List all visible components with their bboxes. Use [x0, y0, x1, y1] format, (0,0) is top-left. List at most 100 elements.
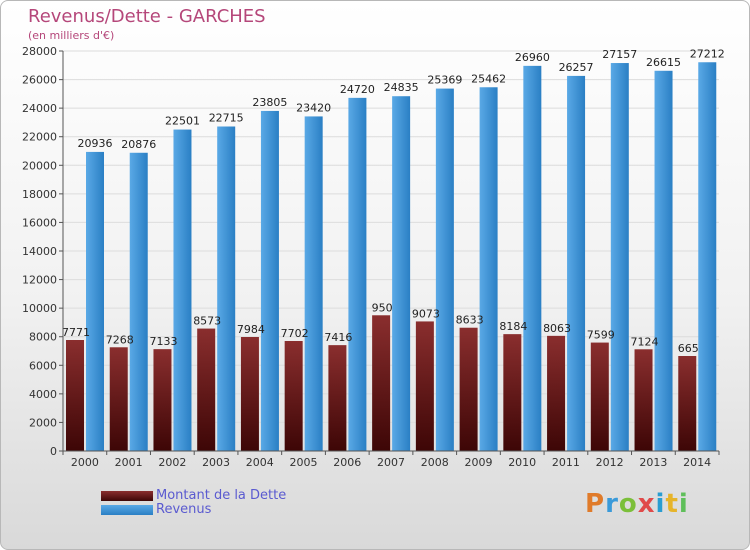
logo-letter: P — [585, 489, 606, 519]
data-label-debt: 7984 — [237, 323, 265, 336]
data-label-debt: 7124 — [631, 335, 659, 348]
y-tick-label: 8000 — [29, 331, 57, 344]
y-tick-label: 26000 — [22, 74, 57, 87]
data-label-debt: 8184 — [499, 320, 527, 333]
data-label-debt: 7599 — [587, 329, 615, 342]
bar-revenue — [435, 88, 454, 451]
x-tick-label: 2003 — [202, 456, 230, 469]
data-label-revenue: 25462 — [471, 72, 506, 85]
bar-revenue — [129, 152, 148, 451]
data-label-debt: 8063 — [543, 322, 571, 335]
x-tick-label: 2014 — [683, 456, 711, 469]
bar-revenue — [173, 129, 192, 452]
bar-revenue — [217, 126, 236, 451]
x-tick-label: 2001 — [115, 456, 143, 469]
data-label-revenue: 20936 — [78, 137, 113, 150]
data-label-revenue: 26257 — [559, 61, 594, 74]
data-label-debt: 8573 — [193, 315, 221, 328]
data-label-revenue: 27157 — [602, 48, 637, 61]
y-tick-label: 20000 — [22, 159, 57, 172]
bar-debt — [547, 335, 566, 451]
x-tick-label: 2005 — [290, 456, 318, 469]
data-label-debt: 7771 — [62, 326, 90, 339]
legend-swatch-debt — [101, 491, 153, 501]
bar-revenue — [567, 75, 586, 452]
data-label-revenue: 25369 — [427, 74, 462, 87]
proxiti-logo: Proxiti — [585, 489, 689, 519]
logo-letter: t — [665, 489, 679, 519]
chart-title: Revenus/Dette - GARCHES — [28, 6, 266, 27]
y-tick-label: 4000 — [29, 388, 57, 401]
bar-debt — [284, 341, 303, 451]
bar-debt — [372, 315, 391, 451]
data-label-revenue: 26960 — [515, 51, 550, 64]
bar-revenue — [654, 70, 673, 452]
data-label-revenue: 22715 — [209, 112, 244, 125]
bar-revenue — [610, 63, 629, 452]
data-label-revenue: 24835 — [384, 81, 419, 94]
bar-revenue — [304, 116, 323, 451]
legend-label-revenue: Revenus — [156, 502, 212, 517]
data-label-revenue: 24720 — [340, 83, 375, 96]
data-label-revenue: 23805 — [252, 96, 287, 109]
bar-debt — [328, 345, 347, 451]
legend-swatch-revenue — [101, 505, 153, 515]
y-tick-label: 16000 — [22, 216, 57, 229]
bar-debt — [415, 321, 434, 451]
bar-debt — [109, 347, 128, 451]
data-label-debt: 665 — [678, 342, 699, 355]
data-label-revenue: 22501 — [165, 115, 200, 128]
y-tick-label: 0 — [50, 445, 57, 458]
bar-revenue — [348, 97, 367, 451]
data-label-debt: 9073 — [412, 307, 440, 320]
y-tick-label: 18000 — [22, 188, 57, 201]
x-tick-label: 2000 — [71, 456, 99, 469]
y-tick-label: 2000 — [29, 416, 57, 429]
legend-label-debt: Montant de la Dette — [156, 488, 287, 503]
bar-revenue — [392, 96, 411, 451]
y-tick-label: 24000 — [22, 102, 57, 115]
logo-letter: r — [605, 489, 619, 519]
bar-revenue — [523, 65, 542, 451]
x-tick-label: 2008 — [421, 456, 449, 469]
y-tick-label: 22000 — [22, 131, 57, 144]
data-label-debt: 7268 — [106, 333, 134, 346]
x-tick-label: 2010 — [508, 456, 536, 469]
x-tick-label: 2013 — [639, 456, 667, 469]
bar-revenue — [479, 87, 498, 451]
bar-debt — [503, 334, 522, 451]
data-label-revenue: 27212 — [690, 47, 725, 60]
data-label-debt: 8633 — [456, 314, 484, 327]
logo-letter: x — [637, 489, 656, 519]
bar-debt — [459, 327, 478, 451]
chart-subtitle: (en milliers d'€) — [28, 29, 115, 42]
x-tick-label: 2007 — [377, 456, 405, 469]
bar-revenue — [698, 62, 717, 451]
y-tick-label: 6000 — [29, 359, 57, 372]
x-tick-label: 2002 — [158, 456, 186, 469]
y-tick-label: 28000 — [22, 45, 57, 58]
logo-letter: i — [655, 489, 666, 519]
bar-debt — [66, 340, 84, 451]
data-label-revenue: 23420 — [296, 101, 331, 114]
axes: 0 2000 4000 6000 8000 10000 12000 14000 16000 180… — [22, 45, 720, 469]
y-tick-label: 14000 — [22, 245, 57, 258]
data-label-debt: 7702 — [281, 327, 309, 340]
data-label-revenue: 20876 — [121, 138, 156, 151]
y-tick-label: 10000 — [22, 302, 57, 315]
bar-revenue — [86, 151, 104, 451]
bar-revenue — [260, 110, 279, 451]
data-label-revenue: 26615 — [646, 56, 681, 69]
x-tick-label: 2006 — [333, 456, 361, 469]
data-label-debt: 7416 — [324, 331, 352, 344]
bar-debt — [153, 349, 172, 451]
bar-debt — [240, 337, 259, 451]
data-label-debt: 7133 — [149, 335, 177, 348]
data-label-debt: 950 — [372, 301, 393, 314]
x-tick-label: 2011 — [552, 456, 580, 469]
logo-letter: o — [618, 489, 638, 519]
bar-debt — [590, 342, 609, 451]
y-tick-label: 12000 — [22, 274, 57, 287]
